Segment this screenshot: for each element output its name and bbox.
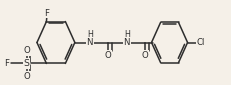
Text: H: H bbox=[124, 30, 130, 39]
Text: N: N bbox=[87, 38, 93, 47]
Text: Cl: Cl bbox=[197, 38, 205, 47]
Text: O: O bbox=[105, 51, 112, 60]
Text: O: O bbox=[23, 46, 30, 55]
Text: N: N bbox=[124, 38, 130, 47]
Text: F: F bbox=[44, 8, 49, 18]
Text: S: S bbox=[24, 59, 30, 68]
Text: F: F bbox=[4, 59, 9, 68]
Text: H: H bbox=[87, 30, 93, 39]
Text: O: O bbox=[142, 51, 149, 60]
Text: O: O bbox=[23, 72, 30, 81]
